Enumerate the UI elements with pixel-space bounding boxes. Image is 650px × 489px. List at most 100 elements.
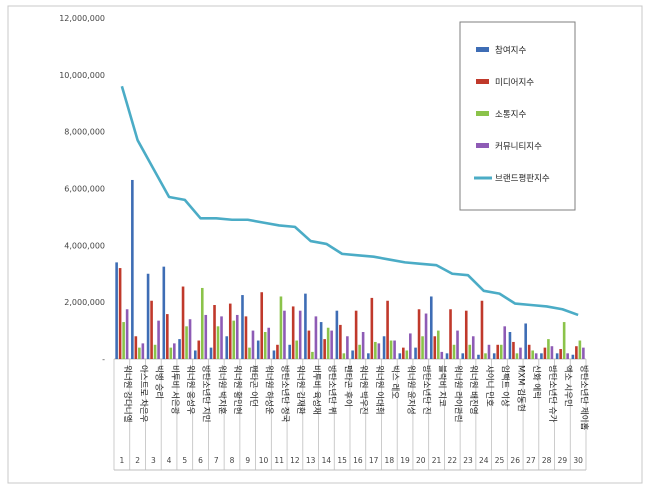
bar-4-4 — [173, 343, 176, 359]
bar-2-22 — [449, 309, 452, 359]
category-label-29: 엑소 시우민 — [563, 365, 574, 407]
y-tick-label: 10,000,000 — [59, 71, 105, 80]
bar-3-19 — [405, 350, 409, 359]
y-tick-label: 2,000,000 — [64, 298, 105, 307]
bar-3-4 — [169, 347, 173, 359]
bar-1-2 — [131, 179, 134, 359]
bar-3-7 — [216, 326, 220, 359]
category-label-8: 워너원 황민현 — [232, 365, 243, 415]
bar-2-25 — [496, 344, 500, 359]
bar-3-12 — [295, 340, 298, 359]
bar-4-14 — [330, 330, 333, 359]
category-index-26: 26 — [510, 456, 520, 465]
bar-2-24 — [480, 300, 484, 359]
bar-3-20 — [421, 336, 424, 359]
brand-index-line — [120, 85, 579, 317]
category-index-11: 11 — [274, 456, 284, 465]
bar-1-27 — [524, 323, 527, 359]
category-label-2: 아스트로 차은우 — [138, 365, 149, 423]
category-label-24: 샤이니 민호 — [484, 365, 495, 407]
bar-1-23 — [461, 353, 465, 359]
bar-2-23 — [464, 310, 468, 359]
bar-1-7 — [209, 347, 213, 359]
y-tick-label: - — [102, 355, 105, 364]
category-index-25: 25 — [495, 456, 505, 465]
bar-2-29 — [559, 349, 562, 359]
bar-2-14 — [323, 339, 326, 359]
bar-3-1 — [122, 322, 125, 359]
legend-swatch-2 — [476, 79, 489, 84]
bar-2-27 — [527, 344, 531, 359]
bar-4-24 — [487, 344, 491, 359]
category-index-9: 9 — [245, 456, 250, 465]
bar-3-29 — [562, 322, 566, 359]
category-index-14: 14 — [322, 456, 332, 465]
category-index-15: 15 — [337, 456, 347, 465]
bar-2-3 — [150, 300, 153, 359]
y-tick-label: 6,000,000 — [64, 185, 105, 194]
bar-4-19 — [409, 333, 412, 359]
bar-2-13 — [307, 330, 311, 359]
bar-4-3 — [157, 320, 160, 359]
bar-2-5 — [181, 286, 185, 359]
bar-1-1 — [115, 262, 118, 359]
bar-1-13 — [304, 293, 307, 359]
category-label-3: 빅뱅 승리 — [154, 365, 165, 399]
bar-3-27 — [531, 350, 534, 359]
bar-2-21 — [433, 336, 437, 359]
bar-1-17 — [367, 353, 370, 359]
category-label-27: 신화 에릭 — [531, 365, 542, 399]
y-tick-label: 4,000,000 — [64, 241, 105, 250]
category-label-4: 비투비 서은광 — [169, 365, 180, 415]
bar-1-12 — [288, 344, 291, 359]
bar-1-5 — [178, 339, 181, 359]
bar-2-30 — [575, 346, 578, 359]
category-label-13: 비투비 육성재 — [311, 365, 321, 415]
bar-3-23 — [468, 344, 472, 359]
bar-2-28 — [543, 347, 547, 359]
bar-4-9 — [251, 330, 255, 359]
category-index-7: 7 — [214, 456, 219, 465]
category-index-6: 6 — [198, 456, 203, 465]
y-tick-label: 12,000,000 — [59, 14, 105, 23]
category-index-21: 21 — [432, 456, 442, 465]
bar-1-29 — [555, 353, 559, 359]
legend-swatch-4 — [476, 143, 489, 148]
bar-4-5 — [188, 319, 192, 359]
bar-1-28 — [540, 353, 543, 359]
bar-1-8 — [225, 336, 229, 359]
bar-2-6 — [197, 340, 201, 359]
bar-2-11 — [276, 344, 279, 359]
category-label-16: 워너원 박우진 — [358, 365, 369, 415]
category-label-30: 방탄소년단 제이홉 — [578, 365, 589, 430]
category-label-6: 방탄소년단 지민 — [201, 365, 212, 422]
category-index-19: 19 — [400, 456, 410, 465]
category-index-18: 18 — [385, 456, 395, 465]
category-label-10: 워너원 하성운 — [264, 365, 275, 415]
bar-3-10 — [263, 332, 267, 359]
bar-3-24 — [484, 353, 487, 359]
bar-4-7 — [220, 316, 223, 360]
bar-3-14 — [326, 327, 330, 359]
bar-4-10 — [267, 327, 271, 359]
category-label-5: 워너원 옹성우 — [185, 365, 196, 415]
bar-2-18 — [386, 300, 389, 359]
bar-1-20 — [414, 347, 417, 359]
category-index-3: 3 — [151, 456, 156, 465]
bar-4-13 — [314, 316, 318, 360]
line-series — [120, 85, 579, 317]
category-index-12: 12 — [290, 456, 300, 465]
bar-2-20 — [417, 309, 421, 359]
category-index-1: 1 — [119, 456, 124, 465]
bar-1-19 — [398, 353, 402, 359]
bar-3-15 — [342, 353, 346, 359]
category-label-12: 워너원 김재환 — [295, 365, 306, 415]
category-index-20: 20 — [416, 456, 426, 465]
bar-4-18 — [393, 340, 396, 359]
bar-4-30 — [582, 347, 585, 359]
bar-1-18 — [382, 336, 386, 359]
bar-3-3 — [153, 344, 157, 359]
legend-label-4: 커뮤니티지수 — [495, 141, 542, 152]
legend-label-5: 브랜드평판지수 — [495, 173, 550, 184]
